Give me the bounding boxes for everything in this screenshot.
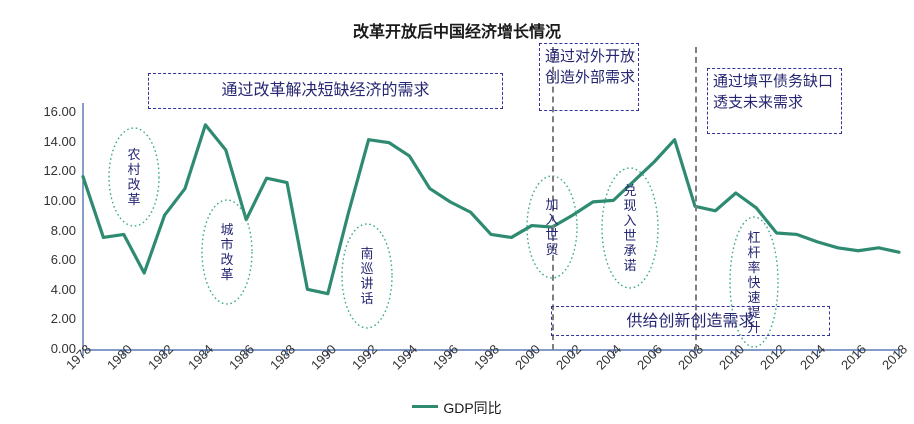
legend-label-gdp: GDP同比 xyxy=(443,400,502,416)
annotation-box-external-demand: 通过对外开放创造外部需求 xyxy=(539,43,639,111)
annotation-box-supply-innovation: 供给创新创造需求 xyxy=(551,306,830,336)
chart-title: 改革开放后中国经济增长情况 xyxy=(352,24,561,41)
ellipse-callout-wto-commitments: 兑现入世承诺 xyxy=(623,183,637,273)
chart-legend: GDP同比 xyxy=(0,398,914,418)
y-axis-tick-label: 14.00 xyxy=(43,133,76,149)
vertical-divider xyxy=(695,47,697,350)
y-axis-tick-label: 8.00 xyxy=(50,222,76,238)
y-axis-tick-label: 12.00 xyxy=(43,163,76,179)
y-axis-tick-label: 4.00 xyxy=(50,281,76,297)
ellipse-callout-rural-reform: 农村改革 xyxy=(127,147,141,207)
ellipse-callout-southern-tour: 南巡讲话 xyxy=(360,246,374,306)
ellipse-callout-wto-entry: 加入世贸 xyxy=(545,197,559,257)
legend-line-swatch xyxy=(412,404,439,408)
y-axis-tick-label: 6.00 xyxy=(50,252,76,268)
y-axis-tick-label: 2.00 xyxy=(50,311,76,327)
vertical-divider xyxy=(552,47,555,350)
y-axis-tick-label: 10.00 xyxy=(43,192,76,208)
annotation-box-debt-demand: 通过填平债务缺口透支未来需求 xyxy=(707,68,842,134)
y-axis-tick-label: 16.00 xyxy=(43,104,76,119)
y-axis-tick-label: 0.00 xyxy=(50,341,76,356)
annotation-box-reform-demand: 通过改革解决短缺经济的需求 xyxy=(148,73,503,109)
ellipse-callout-urban-reform: 城市改革 xyxy=(220,222,234,282)
ellipse-callout-leverage-rise: 杠杆率快速提升 xyxy=(747,229,761,335)
